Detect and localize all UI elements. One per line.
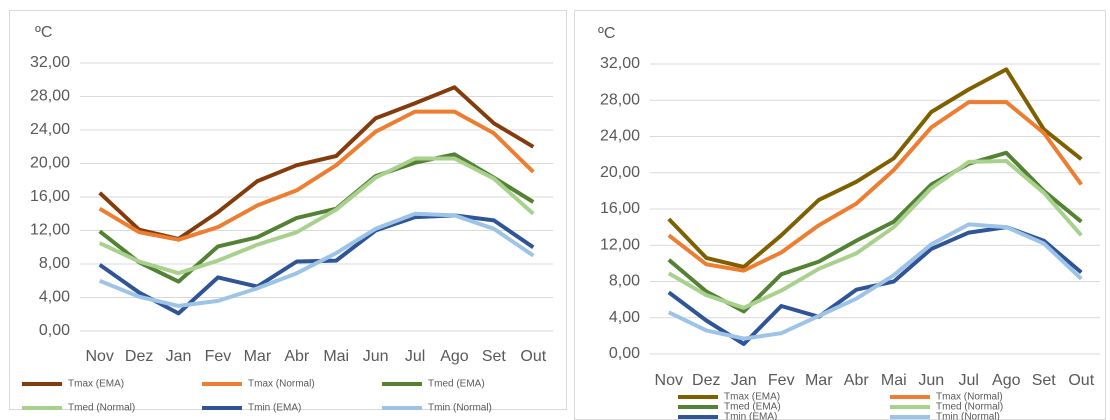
series-line — [98, 156, 535, 276]
y-tick-label: 20,00 — [30, 155, 70, 172]
x-tick-label: Out — [1068, 372, 1094, 389]
x-tick-label: Mai — [881, 372, 907, 389]
legend-label: Tmax (EMA) — [724, 392, 780, 403]
y-tick-label: 20,00 — [600, 164, 640, 181]
series-line — [667, 159, 1083, 310]
series-line — [667, 67, 1083, 269]
legend-label: Tmax (Normal) — [248, 379, 315, 390]
y-tick-label: 32,00 — [600, 55, 640, 72]
x-tick-label: Abr — [844, 372, 870, 389]
y-tick-label: 32,00 — [30, 54, 70, 71]
legend-label: Tmed (EMA) — [428, 379, 485, 390]
x-tick-label: Dez — [125, 348, 153, 365]
x-tick-label: Mar — [244, 348, 272, 365]
x-tick-label: Dez — [692, 372, 720, 389]
x-tick-label: Jul — [959, 372, 979, 389]
x-tick-label: Jan — [731, 372, 757, 389]
y-tick-label: 16,00 — [600, 200, 640, 217]
y-tick-label: 28,00 — [30, 88, 70, 105]
series-line — [98, 152, 535, 284]
legend-label: Tmin (Normal) — [936, 412, 1000, 420]
legend-label: Tmax (Normal) — [936, 392, 1003, 403]
legend-label: Tmed (Normal) — [68, 403, 135, 414]
x-tick-label: Nov — [655, 372, 683, 389]
series-line — [667, 100, 1083, 273]
x-tick-label: Jul — [405, 348, 425, 365]
x-tick-label: Fev — [768, 372, 795, 389]
y-tick-label: 4,00 — [39, 289, 70, 306]
y-tick-label: 12,00 — [600, 236, 640, 253]
y-tick-label: 28,00 — [600, 91, 640, 108]
legend-label: Tmed (EMA) — [724, 402, 781, 413]
x-tick-label: Abr — [284, 348, 310, 365]
y-axis-label: ºC — [35, 24, 52, 41]
y-tick-label: 4,00 — [609, 309, 640, 326]
legend-label: Tmed (Normal) — [936, 402, 1003, 413]
x-tick-label: Jun — [918, 372, 944, 389]
y-tick-label: 0,00 — [39, 322, 70, 339]
x-tick-label: Mai — [323, 348, 349, 365]
x-tick-label: Ago — [992, 372, 1021, 389]
y-tick-label: 8,00 — [609, 273, 640, 290]
y-tick-label: 24,00 — [600, 128, 640, 145]
series-line — [98, 211, 535, 308]
x-tick-label: Jan — [166, 348, 192, 365]
y-axis-label: ºC — [598, 25, 615, 42]
x-tick-label: Fev — [205, 348, 232, 365]
series-line — [98, 109, 535, 242]
legend-label: Tmin (EMA) — [724, 412, 777, 420]
x-tick-label: Mar — [805, 372, 833, 389]
x-tick-label: Set — [1032, 372, 1057, 389]
y-tick-label: 8,00 — [39, 255, 70, 272]
x-tick-label: Nov — [85, 348, 113, 365]
x-tick-label: Set — [482, 348, 507, 365]
y-tick-label: 12,00 — [30, 222, 70, 239]
legend-label: Tmin (EMA) — [248, 403, 301, 414]
legend-label: Tmax (EMA) — [68, 379, 124, 390]
x-tick-label: Ago — [440, 348, 469, 365]
y-tick-label: 0,00 — [609, 345, 640, 362]
x-tick-label: Out — [520, 348, 546, 365]
y-tick-label: 24,00 — [30, 121, 70, 138]
legend-label: Tmin (Normal) — [428, 403, 492, 414]
series-line — [667, 222, 1083, 341]
x-tick-label: Jun — [363, 348, 389, 365]
y-tick-label: 16,00 — [30, 188, 70, 205]
series-line — [667, 150, 1083, 314]
